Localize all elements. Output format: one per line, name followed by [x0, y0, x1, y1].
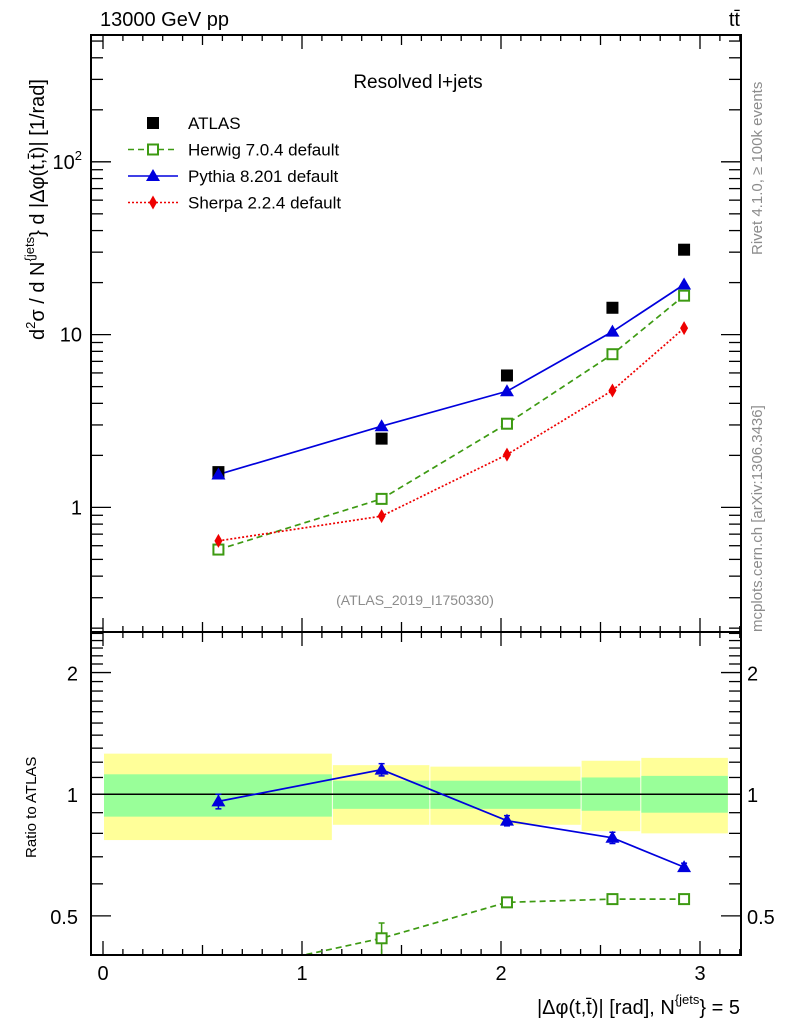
- main-series-group: [211, 243, 692, 556]
- herwig-ratio-point: [213, 968, 223, 978]
- ratio-y-tick-label-left: 0.5: [50, 907, 78, 929]
- main-y-tick-label: 102: [53, 148, 82, 174]
- main-panel: 1 10 102 Resolved l+jets (ATLAS_2019_I1750…: [22, 34, 742, 633]
- legend-marker-sherpa: [149, 195, 157, 210]
- pythia-main-point: [374, 419, 389, 432]
- legend-label-pythia: Pythia 8.201 default: [188, 167, 339, 186]
- legend: ATLAS Herwig 7.0.4 default Pythia 8.201 de…: [128, 114, 341, 213]
- pythia-main-point: [605, 324, 620, 337]
- x-tick-label: 1: [296, 963, 307, 985]
- sherpa-main-point: [377, 509, 386, 524]
- pythia-ratio-point: [677, 860, 692, 873]
- pythia-main-point: [211, 467, 226, 480]
- analysis-tag: (ATLAS_2019_I1750330): [336, 592, 494, 608]
- legend-marker-atlas: [147, 117, 159, 129]
- sherpa-main-point: [608, 383, 617, 398]
- pythia-main-point: [677, 277, 692, 290]
- herwig-main-point: [678, 289, 691, 302]
- herwig-ratio-point: [606, 893, 619, 906]
- herwig-ratio-point: [678, 893, 691, 906]
- x-tick-label: 2: [495, 963, 506, 985]
- legend-label-sherpa: Sherpa 2.2.4 default: [188, 194, 341, 213]
- herwig-ratio-point: [500, 896, 513, 909]
- ratio-y-tick-label-right: 2: [747, 664, 758, 686]
- sherpa-main-point: [214, 533, 223, 548]
- legend-marker-herwig: [147, 143, 159, 156]
- main-y-tick-labels: 1 10 102: [53, 148, 82, 520]
- pythia-ratio-point: [374, 762, 389, 775]
- pythia-ratio-point: [499, 813, 514, 826]
- mcplots-source-label: mcplots.cern.ch [arXiv:1306.3436]: [749, 405, 766, 632]
- main-axis-ticks: [91, 35, 741, 632]
- x-tick-label: 3: [694, 963, 705, 985]
- main-y-tick-label: 1: [71, 497, 82, 519]
- main-y-tick-label: 10: [60, 325, 82, 347]
- pythia-ratio-point: [211, 794, 226, 807]
- process-label: tt̄: [729, 9, 741, 31]
- ratio-series-group: [211, 762, 692, 978]
- x-tick-label: 0: [97, 963, 108, 985]
- ratio-y-tick-label-left: 1: [67, 785, 78, 807]
- herwig-ratio-line: [300, 898, 685, 955]
- collision-label: 13000 GeV pp: [100, 9, 229, 31]
- ratio-y-tick-label-left: 2: [67, 664, 78, 686]
- ratio-series-clipped: [211, 762, 692, 978]
- ratio-plot-frame: [90, 631, 742, 956]
- ratio-y-axis-label: Ratio to ATLAS: [23, 757, 40, 858]
- pythia-main-point: [499, 384, 514, 397]
- atlas-main-point: [606, 301, 619, 314]
- atlas-main-point: [500, 369, 513, 382]
- herwig-main-point: [375, 492, 388, 505]
- main-plot-title: Resolved l+jets: [353, 72, 482, 93]
- ratio-axis-ticks: [91, 632, 741, 955]
- main-y-axis-label: d2σ / d N{jets} d |Δφ(t,t̄)| [1/rad]: [22, 79, 49, 340]
- ratio-uncertainty-bands: [104, 753, 728, 841]
- pythia-ratio-point: [605, 830, 620, 843]
- rivet-version-label: Rivet 4.1.0, ≥ 100k events: [749, 82, 766, 255]
- ratio-tick-labels: 0.5 0.5 1 1 2 2 0 1 2 3: [50, 664, 775, 985]
- legend-label-atlas: ATLAS: [188, 114, 241, 133]
- legend-label-herwig: Herwig 7.0.4 default: [188, 141, 339, 160]
- atlas-main-point: [375, 432, 388, 445]
- ratio-y-tick-label-right: 1: [747, 785, 758, 807]
- atlas-main-point: [678, 243, 691, 256]
- x-axis-label: |Δφ(t,t̄)| [rad], N{jets} = 5: [537, 992, 740, 1019]
- herwig-ratio-point: [375, 932, 388, 945]
- sherpa-main-point: [680, 321, 689, 336]
- herwig-main-line: [218, 295, 685, 551]
- legend-marker-pythia: [146, 169, 160, 181]
- herwig-main-point: [500, 417, 513, 430]
- sherpa-main-point: [502, 447, 511, 462]
- ratio-y-tick-label-right: 0.5: [747, 907, 775, 929]
- ratio-panel: 0.5 0.5 1 1 2 2 0 1 2 3 Ratio to ATLAS |Δφ(t,t̄)|…: [23, 631, 775, 1019]
- herwig-main-point: [606, 348, 619, 361]
